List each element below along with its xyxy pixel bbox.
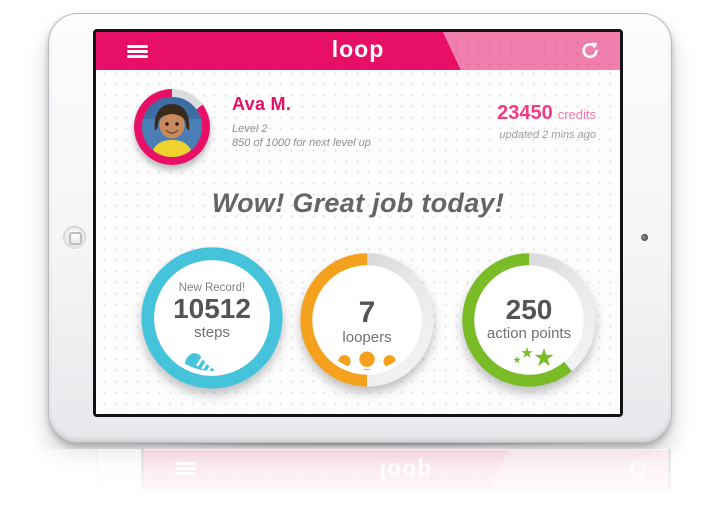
action-points-stat-circle[interactable]: 250 action points xyxy=(460,251,598,389)
tablet-reflection: loop xyxy=(48,449,672,520)
steps-value: 10512 xyxy=(173,292,251,324)
app-logo: loop xyxy=(331,36,385,62)
profile-info: Ava M. Level 2 850 of 1000 for next leve… xyxy=(232,94,371,149)
steps-stat-circle[interactable]: New Record! 10512 steps xyxy=(139,245,285,391)
avatar-progress-ring[interactable] xyxy=(134,89,210,165)
headline-message: Wow! Great job today! xyxy=(211,188,505,218)
app-display: loop xyxy=(96,32,620,414)
hamburger-icon[interactable] xyxy=(127,45,148,58)
steps-badge: New Record! xyxy=(178,281,246,294)
loopers-label: loopers xyxy=(342,329,392,347)
tablet-device: loop xyxy=(48,13,672,443)
camera-dot xyxy=(641,234,648,241)
refresh-icon[interactable] xyxy=(580,41,600,61)
home-button[interactable] xyxy=(63,226,86,249)
credits-panel: 23450 credits updated 2 mins ago xyxy=(497,102,596,141)
home-button-icon xyxy=(69,232,82,245)
profile-level: Level 2 xyxy=(232,123,268,135)
profile-name: Ava M. xyxy=(232,94,292,114)
avatar xyxy=(142,97,202,157)
loopers-stat-circle[interactable]: 7 loopers xyxy=(298,251,436,389)
tablet-device: loop xyxy=(96,449,672,507)
credits-amount: 23450 xyxy=(497,102,553,124)
action-points-value: 250 xyxy=(505,293,553,325)
app-header: loop xyxy=(96,32,620,70)
action-points-label: action points xyxy=(486,325,572,343)
screen: loop xyxy=(93,29,623,417)
credits-updated-text: updated 2 mins ago xyxy=(499,129,596,141)
profile-next-level-text: 850 of 1000 for next level up xyxy=(232,137,371,149)
credits-unit-label: credits xyxy=(557,107,596,122)
steps-label: steps xyxy=(194,324,230,342)
loopers-value: 7 xyxy=(358,295,376,329)
